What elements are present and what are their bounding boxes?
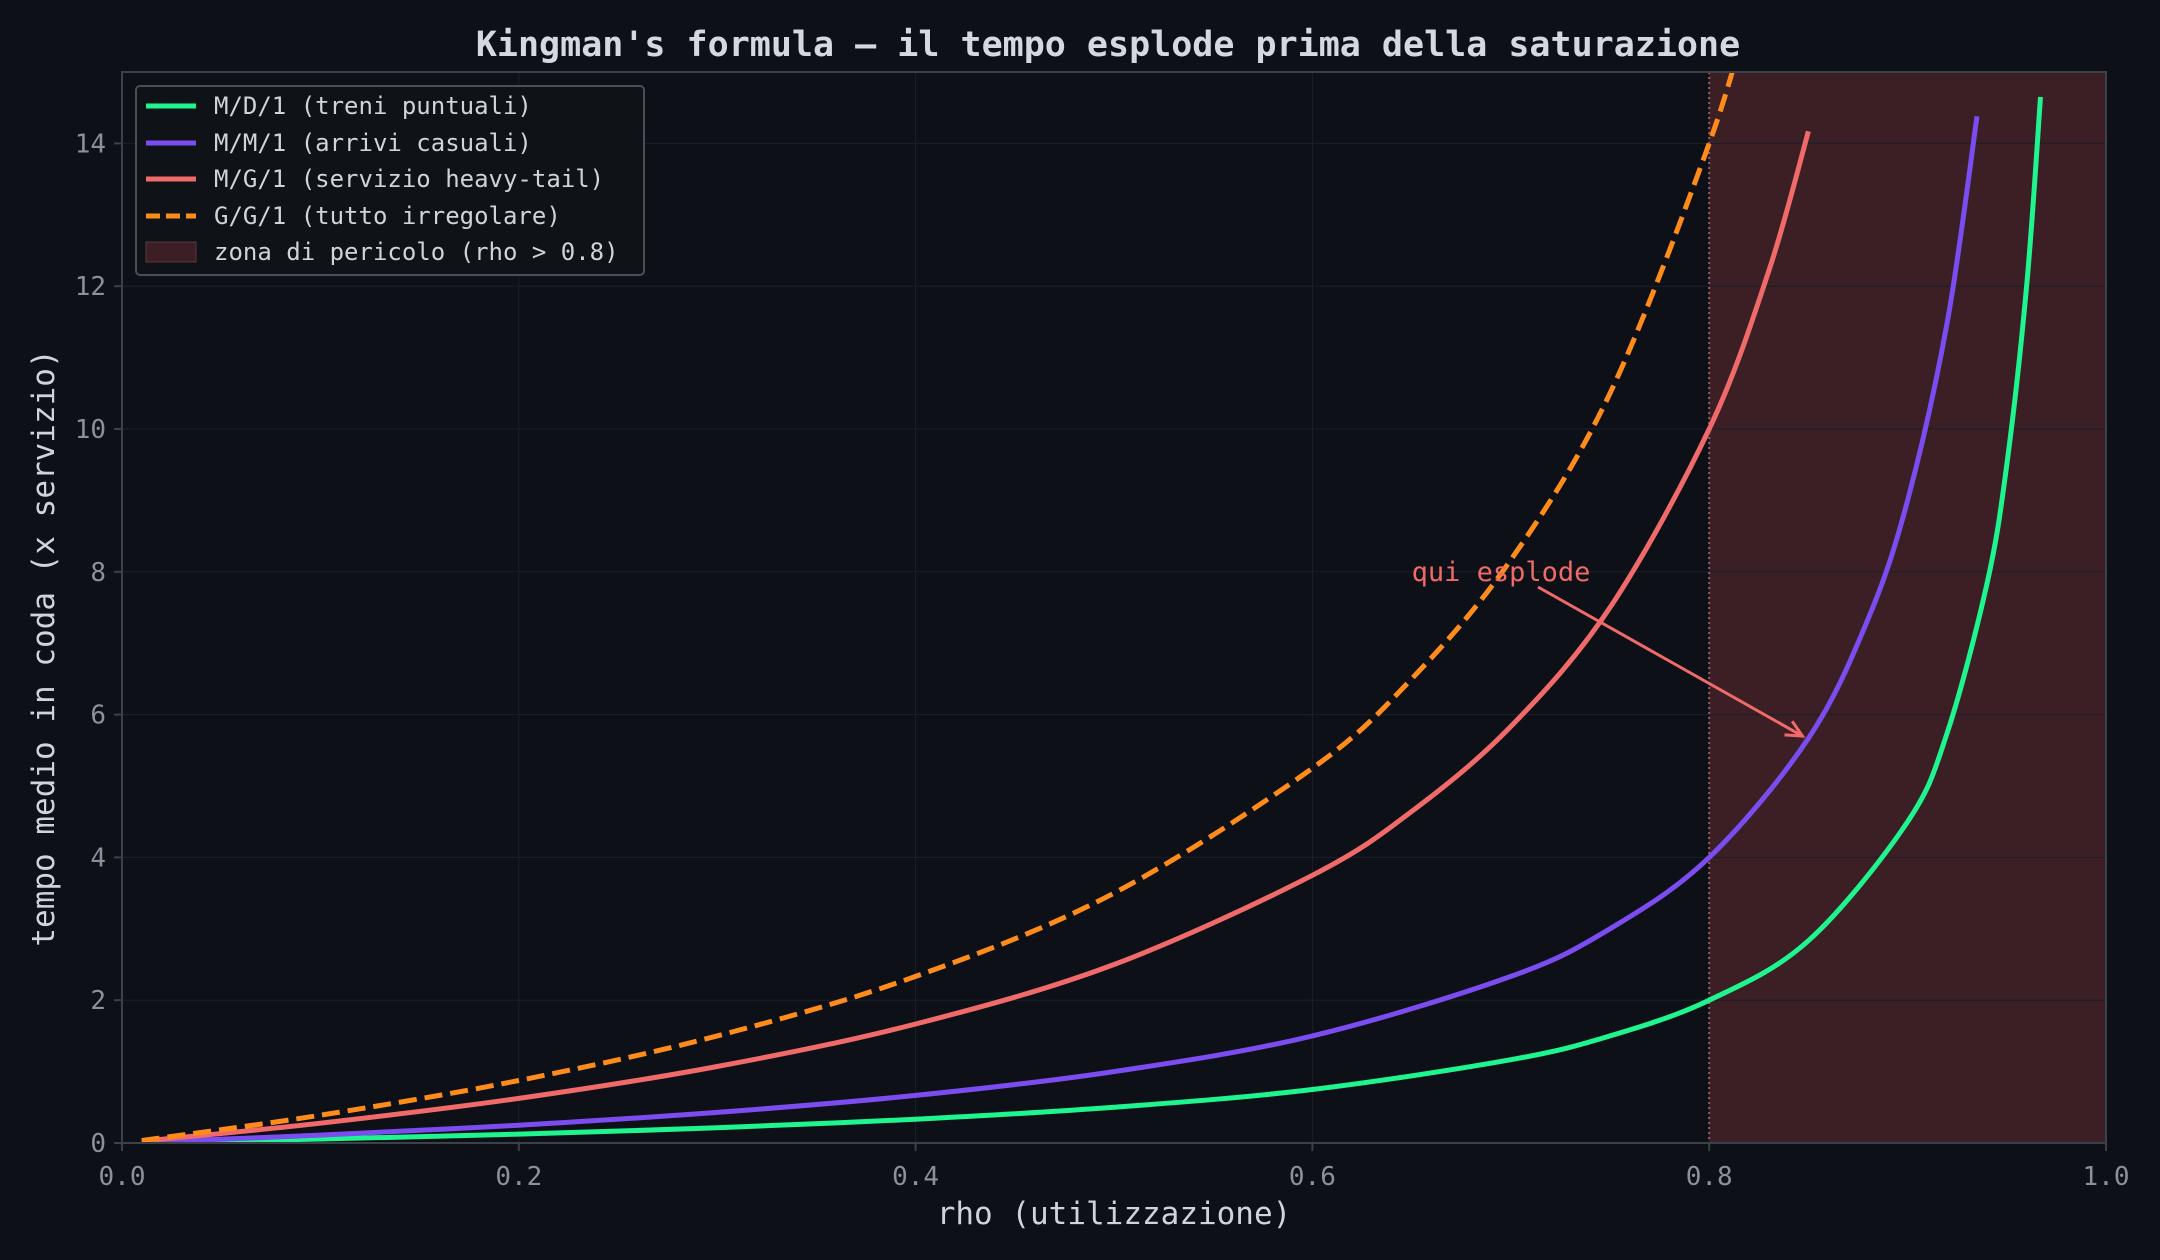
x-tick-label: 0.4 — [892, 1162, 939, 1192]
series-line-mm1 — [141, 115, 1980, 1143]
x-tick-label: 0.8 — [1686, 1162, 1733, 1192]
legend-item-danger-zone-label: zona di pericolo (rho > 0.8) — [214, 238, 619, 266]
y-tick-label: 2 — [90, 986, 106, 1016]
x-tick-label: 0.2 — [495, 1162, 542, 1192]
legend-item-mm1-label: M/M/1 (arrivi casuali) — [214, 129, 532, 157]
legend-item-danger-zone-swatch — [145, 241, 197, 263]
y-tick-label: 0 — [90, 1129, 106, 1159]
chart-title: Kingman's formula — il tempo esplode pri… — [476, 25, 1740, 65]
y-tick-label: 6 — [90, 701, 106, 731]
x-tick-label: 1.0 — [2083, 1162, 2130, 1192]
series-line-mg1 — [141, 130, 1811, 1143]
danger-zone-region — [1709, 72, 2106, 1143]
y-tick-label: 12 — [75, 272, 106, 302]
y-tick-label: 8 — [90, 558, 106, 588]
y-tick-label: 4 — [90, 843, 106, 873]
series-line-gg1 — [141, 72, 1735, 1143]
x-axis-label: rho (utilizzazione) — [937, 1196, 1292, 1232]
series-group — [141, 72, 2043, 1143]
legend-box — [135, 85, 645, 276]
plot-frame — [121, 71, 2107, 1144]
legend: M/D/1 (treni puntuali) M/M/1 (arrivi casu… — [135, 85, 645, 276]
y-axis-label: tempo medio in coda (x servizio) — [26, 349, 62, 946]
y-tick-label: 14 — [75, 129, 106, 159]
legend-item-gg1-label: G/G/1 (tutto irregolare) — [214, 202, 561, 230]
x-tick-label: 0.0 — [99, 1162, 146, 1192]
legend-item-mg1-label: M/G/1 (servizio heavy-tail) — [214, 165, 604, 193]
series-line-md1 — [141, 96, 2043, 1143]
y-tick-label: 10 — [75, 415, 106, 445]
annotation-arrow — [1537, 585, 1804, 738]
legend-item-md1-label: M/D/1 (treni puntuali) — [214, 92, 532, 120]
annotation-text: qui esplode — [1412, 557, 1591, 588]
x-tick-label: 0.6 — [1289, 1162, 1336, 1192]
annotation-arrowhead — [1784, 720, 1806, 738]
